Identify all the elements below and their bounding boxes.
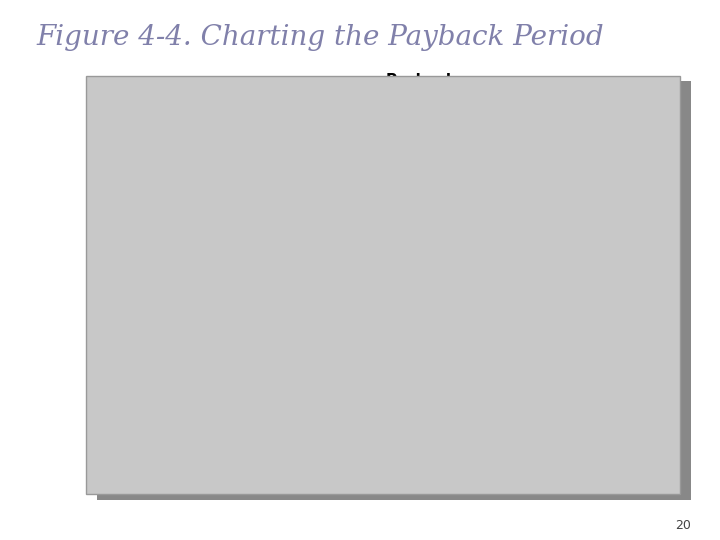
cumulative benefits — [619, 142, 628, 149]
cumulative costs — [619, 269, 628, 276]
Legend: cumulative costs, cumulative benefits: cumulative costs, cumulative benefits — [244, 438, 598, 462]
Line: cumulative benefits: cumulative benefits — [192, 139, 629, 386]
Title: Payback: Payback — [386, 73, 456, 88]
cumulative benefits — [477, 228, 486, 234]
Text: Payback: Payback — [243, 224, 319, 298]
cumulative costs — [477, 285, 486, 292]
Text: Figure 4-4. Charting the Payback Period: Figure 4-4. Charting the Payback Period — [36, 24, 603, 51]
cumulative costs — [336, 298, 344, 305]
cumulative benefits — [194, 377, 202, 384]
Text: 20: 20 — [675, 519, 691, 532]
cumulative costs — [194, 320, 202, 327]
X-axis label: Year: Year — [402, 412, 440, 427]
cumulative benefits — [336, 300, 344, 307]
Line: cumulative costs: cumulative costs — [193, 268, 629, 328]
Y-axis label: $: $ — [104, 222, 115, 238]
